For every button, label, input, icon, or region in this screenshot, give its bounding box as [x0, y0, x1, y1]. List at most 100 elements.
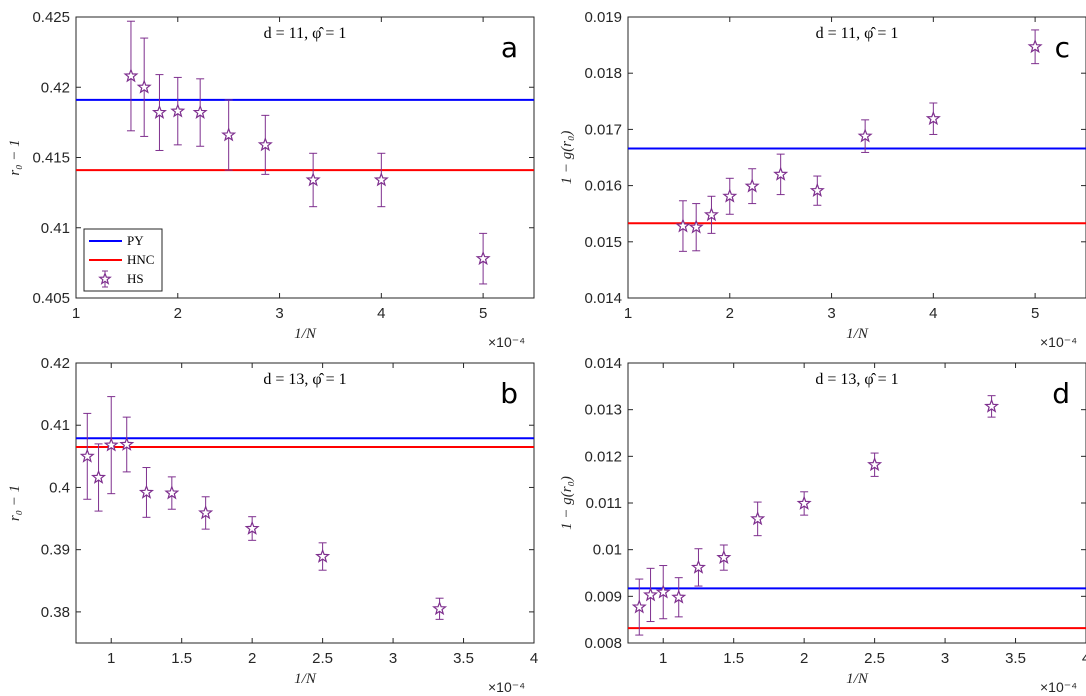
y-tick-label: 0.014 [584, 290, 622, 307]
y-tick-label: 0.4 [49, 479, 70, 496]
y-axis-label: 1 − g(r₀) [559, 131, 575, 185]
data-point-star [198, 505, 214, 520]
y-tick-label: 0.008 [584, 635, 622, 652]
x-tick-label: 4 [530, 650, 538, 667]
x-tick-label: 3 [941, 650, 949, 667]
x-tick-label: 5 [1031, 305, 1039, 322]
data-point-star [170, 103, 186, 118]
x-tick-label: 1.5 [171, 650, 192, 667]
y-tick-label: 0.415 [32, 150, 70, 167]
data-point-star [655, 584, 671, 599]
data-point-star [1027, 38, 1043, 54]
data-point-star [119, 436, 135, 451]
panel-letter: a [501, 31, 518, 64]
y-tick-label: 0.015 [584, 234, 622, 251]
panel-annotation: d = 13, φ̂ = 1 [263, 371, 346, 388]
y-tick-label: 0.42 [41, 355, 70, 372]
data-point-star [716, 549, 732, 565]
y-tick-label: 0.011 [586, 495, 622, 512]
y-tick-label: 0.42 [41, 79, 70, 96]
y-tick-label: 0.41 [41, 220, 70, 237]
x-axis-label: 1/N [294, 326, 317, 342]
legend-label-hs: HS [127, 271, 144, 286]
y-tick-label: 0.019 [584, 9, 622, 26]
data-point-star [984, 398, 1000, 413]
data-point-star [257, 136, 273, 152]
axes-frame [75, 362, 535, 644]
axes-frame [627, 362, 1086, 644]
x-tick-label: 3.5 [1005, 650, 1026, 667]
data-point-star [809, 182, 825, 198]
x-axis-label: 1/N [846, 671, 869, 687]
data-point-star [703, 206, 719, 222]
panel-d: 1 1.5 2 2.5 3 3.5 4 0.008 0.009 0.01 0.011 0.012 0.0… [559, 355, 1086, 695]
data-point-star [631, 599, 647, 614]
y-tick-label: 0.012 [584, 448, 622, 465]
data-point-star [688, 219, 704, 234]
y-tick-label: 0.425 [32, 9, 70, 26]
panel-b: 1 1.5 2 2.5 3 3.5 4 0.38 0.39 0.4 0.41 0.42 1/N r₀ − … [7, 355, 538, 695]
data-point-star [91, 469, 107, 484]
legend-label-hnc: HNC [127, 252, 154, 267]
x-tick-label: 4 [1082, 650, 1086, 667]
x-tick-label: 2 [726, 305, 734, 322]
x-tick-label: 2 [248, 650, 256, 667]
data-point-star [373, 172, 389, 187]
data-point-star [432, 600, 448, 616]
x-axis-label: 1/N [846, 326, 869, 342]
x-tick-label: 3 [389, 650, 397, 667]
data-point-star [164, 485, 180, 500]
x-tick-label: 3 [827, 305, 835, 322]
x-tick-label: 1 [659, 650, 667, 667]
x-tick-label: 5 [479, 305, 487, 322]
legend-swatch-star [98, 271, 112, 285]
x-tick-label: 1 [72, 305, 80, 322]
panel-annotation: d = 11, φ̂ = 1 [816, 25, 899, 42]
y-axis-label: 1 − g(r₀) [559, 476, 575, 530]
x-tick-label: 3.5 [453, 650, 474, 667]
x-tick-label: 2.5 [864, 650, 885, 667]
legend-label-py: PY [127, 233, 144, 248]
y-tick-label: 0.018 [584, 65, 622, 82]
panel-c: 1 2 3 4 5 0.014 0.015 0.016 0.017 0.018 0.019 1/N 1 … [559, 9, 1086, 350]
y-tick-label: 0.41 [41, 417, 70, 434]
data-point-star [475, 250, 491, 266]
data-point-star [123, 68, 139, 83]
y-tick-label: 0.009 [584, 588, 622, 605]
data-point-star [750, 510, 766, 526]
data-point-star [671, 589, 687, 604]
data-point-star [244, 520, 260, 535]
data-point-star [138, 484, 154, 499]
data-point-star [79, 448, 95, 463]
y-tick-label: 0.38 [41, 604, 70, 621]
x-tick-label: 4 [929, 305, 937, 322]
data-point-star [925, 110, 941, 126]
y-tick-label: 0.01 [593, 542, 622, 559]
x-tick-label: 1 [107, 650, 115, 667]
data-point-star [305, 172, 321, 187]
y-tick-label: 0.39 [41, 542, 70, 559]
x-tick-label: 3 [275, 305, 283, 322]
x-tick-label: 2 [800, 650, 808, 667]
y-tick-label: 0.013 [584, 402, 622, 419]
y-tick-label: 0.017 [584, 121, 622, 138]
panel-letter: c [1055, 31, 1070, 64]
data-point-star [151, 104, 167, 119]
data-point-star [857, 128, 873, 143]
y-tick-label: 0.014 [584, 355, 622, 372]
y-axis-label: r₀ − 1 [7, 139, 23, 175]
data-point-star [103, 437, 119, 452]
data-point-star [315, 548, 331, 563]
x-tick-label: 2 [174, 305, 182, 322]
legend: PY HNC HS [83, 228, 163, 292]
y-axis-label: r₀ − 1 [7, 485, 23, 521]
data-point-star [192, 104, 208, 119]
data-point-star [675, 218, 691, 233]
x-tick-label: 1 [624, 305, 632, 322]
panel-a: 1 2 3 4 5 0.405 0.41 0.415 0.42 0.425 1/N r₀ − 1 ×10… [7, 9, 535, 350]
data-point-star [773, 166, 789, 181]
axes-frame [627, 16, 1086, 299]
data-point-star [744, 178, 760, 193]
data-point-star [690, 559, 706, 574]
